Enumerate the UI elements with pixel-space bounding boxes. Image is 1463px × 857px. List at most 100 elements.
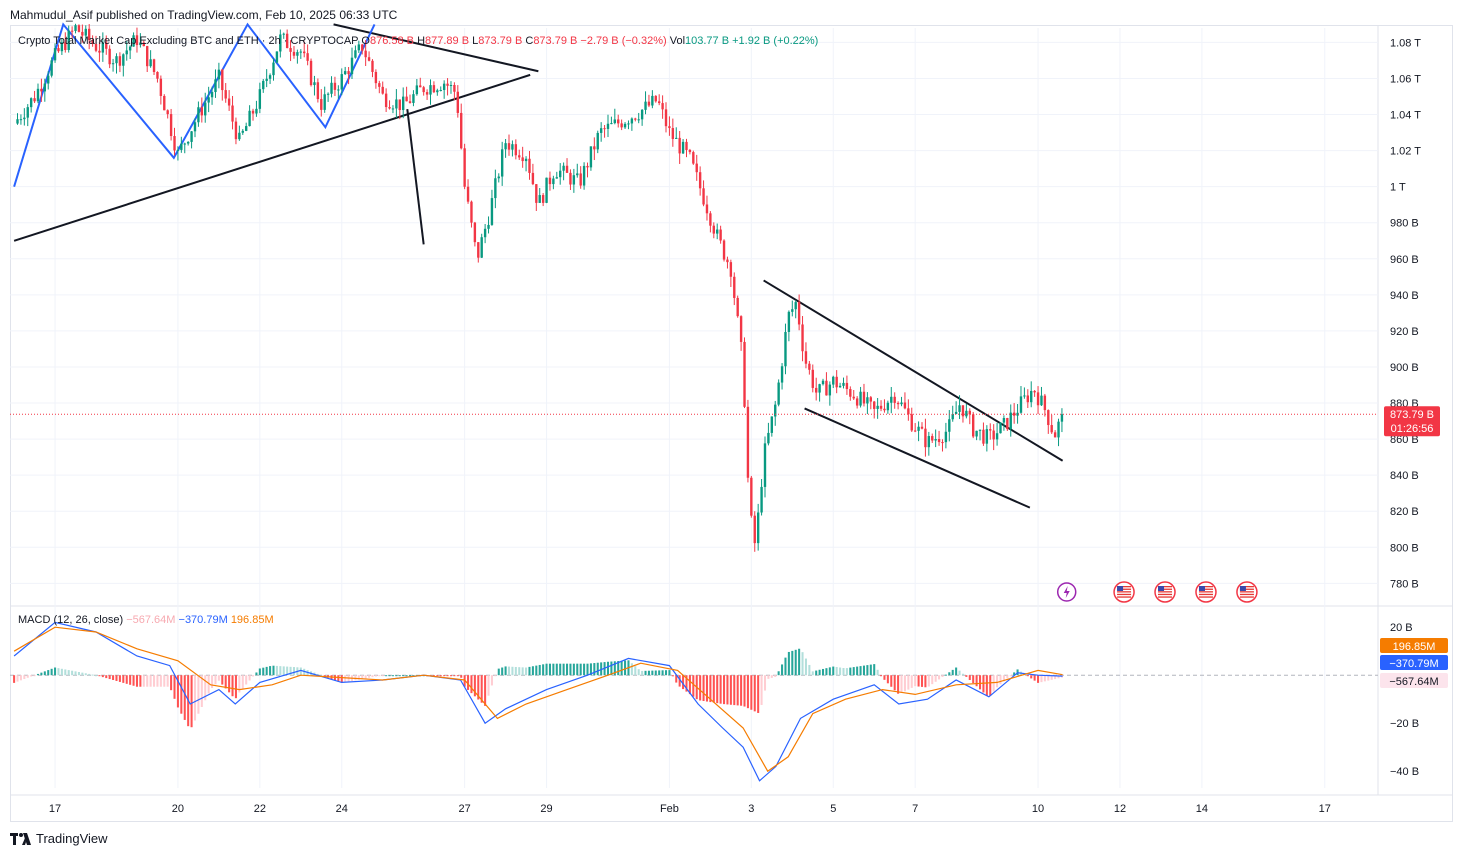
candle-body [883,408,886,411]
macd-histogram-bar [723,675,726,705]
candle [603,124,606,138]
macd-histogram-bar [992,675,995,692]
macd-legend[interactable]: MACD (12, 26, close) −567.64M −370.79M 1… [18,614,274,626]
candle-body [579,173,582,186]
candle [200,97,204,123]
candle-body [927,436,931,448]
candle-body [821,380,825,385]
macd-histogram-bar [845,668,848,676]
footer-brand[interactable]: TradingView [10,831,108,846]
candle [74,23,77,34]
candle-body [432,85,436,93]
candle-body [760,486,763,513]
candle [388,100,391,110]
macd-histogram-bar [81,672,84,676]
macd-histogram-bar [180,675,183,714]
candle [975,430,978,441]
candle [545,177,548,204]
candle [838,382,842,388]
candle [756,503,760,551]
symbol-legend[interactable]: Crypto Total Market Cap Excluding BTC an… [18,35,818,47]
us-flag-event-icon[interactable] [1195,581,1217,603]
candle-body [664,109,668,127]
macd-histogram-bar [64,669,67,676]
candle [60,38,64,55]
candle-body [975,430,978,437]
flag-stripe [1239,586,1254,588]
candle-body [511,144,514,150]
macd-histogram-bar [371,675,374,678]
time-tick-label: 14 [1196,803,1208,815]
candle-body [166,110,169,115]
candle-body [244,126,248,131]
candle [1019,386,1023,414]
candle-body [729,262,733,277]
candle-body [842,382,845,386]
lightning-event-icon[interactable] [1056,582,1077,602]
candle [579,166,582,189]
candle [777,379,780,407]
macd-line-badge-text: −370.79M [1389,658,1438,670]
candle [972,411,975,439]
candle-body [186,141,190,144]
price-tick-label: 1.04 T [1390,110,1421,122]
macd-histogram-bar [811,671,814,676]
candle [408,94,412,104]
candle-body [221,69,224,91]
candle [272,58,275,81]
macd-histogram-bar [545,663,548,676]
macd-histogram-bar [473,675,476,697]
candle [340,68,343,96]
flag-stripe [1198,591,1213,593]
macd-histogram-bar [60,668,63,676]
candle [910,407,913,432]
us-flag-event-icon[interactable] [1154,581,1176,603]
candle [514,139,518,160]
macd-histogram-bar [1043,675,1046,682]
macd-histogram-bar [272,665,275,676]
macd-histogram-bar [832,666,835,676]
flag-canton [1158,586,1165,591]
candle [569,169,572,190]
macd-histogram-bar [682,675,685,690]
candle [299,49,302,59]
macd-histogram-bar [501,667,504,676]
macd-histogram-bar [726,675,729,705]
candle [907,399,910,421]
macd-histogram-bar [1009,675,1012,677]
macd-histogram-bar [518,667,521,676]
candle-body [582,165,586,186]
candle [135,27,139,53]
macd-histogram-bar [50,668,53,676]
candle [661,95,664,119]
candle-body [231,105,234,122]
macd-histogram-bar [101,675,104,678]
candle [306,44,309,66]
candle-body [197,107,200,123]
us-flag-event-icon[interactable] [1113,581,1135,603]
candle-body [951,414,954,420]
macd-histogram-bar [828,667,831,676]
macd-histogram-bar [364,675,367,679]
candle [835,370,838,394]
us-flag-event-icon[interactable] [1236,581,1258,603]
candle-body [497,176,500,179]
candle-body [941,442,944,444]
macd-histogram-bar [586,663,589,676]
candle [156,71,159,83]
candle [432,81,436,94]
candle-body [442,83,446,90]
macd-histogram-bar [716,675,719,704]
candle [589,146,593,171]
macd-histogram-bar [600,662,603,676]
macd-histogram-bar [299,667,302,676]
candle-body [531,172,535,185]
candle-body [67,30,70,51]
candle [944,422,948,449]
macd-histogram-bar [733,675,736,706]
candle-body [343,71,347,75]
candle [477,242,480,263]
macd-histogram-bar [193,675,197,721]
candle [419,77,422,88]
